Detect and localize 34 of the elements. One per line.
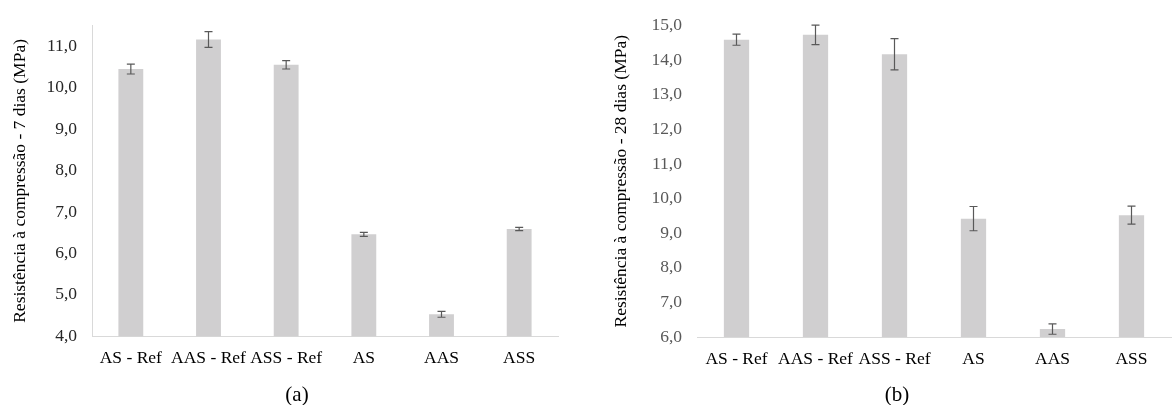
x-tick-label: AAS xyxy=(423,347,460,368)
x-tick-label: AS - Ref xyxy=(705,348,768,369)
y-tick-label: 5,0 xyxy=(55,283,78,304)
y-tick-label: 7,0 xyxy=(55,200,78,221)
y-tick-label: 13,0 xyxy=(651,83,683,104)
y-tick-label: 9,0 xyxy=(55,117,78,138)
x-tick-label: AAS - Ref xyxy=(778,348,854,369)
y-tick-label: 9,0 xyxy=(660,221,683,242)
text: (b) xyxy=(883,382,911,405)
x-tick-label: ASS xyxy=(1115,348,1148,369)
y-tick-label: 11,0 xyxy=(652,152,683,173)
y-tick-label: 6,0 xyxy=(55,242,78,263)
y-tick-label: 6,0 xyxy=(660,325,683,346)
y-tick-label: 11,0 xyxy=(47,34,78,55)
x-tick-label: ASS - Ref xyxy=(250,347,323,368)
y-tick-label: 8,0 xyxy=(660,256,683,277)
y-tick-label: 7,0 xyxy=(660,290,683,311)
y-tick-label: 10,0 xyxy=(46,76,78,97)
text: (a) xyxy=(284,382,310,405)
y-tick-label: 10,0 xyxy=(651,187,683,208)
x-tick-label: AS xyxy=(962,348,985,369)
y-tick-label: 15,0 xyxy=(651,14,683,35)
x-tick-label: ASS - Ref xyxy=(858,348,931,369)
y-tick-label: 12,0 xyxy=(651,117,683,138)
x-tick-label: AAS - Ref xyxy=(171,347,247,368)
y-tick-label: 4,0 xyxy=(55,324,78,345)
x-tick-label: AS xyxy=(352,347,376,368)
x-tick-label: ASS xyxy=(503,347,536,368)
y-tick-label: 14,0 xyxy=(651,48,683,69)
x-tick-label: AAS xyxy=(1034,348,1071,369)
y-axis-title: Resistência à compressão - 7 dias (MPa) xyxy=(9,38,30,323)
x-tick-label: AS - Ref xyxy=(99,347,163,368)
y-axis-title: Resistência à compressão - 28 dias (MPa) xyxy=(610,34,631,328)
y-tick-label: 8,0 xyxy=(55,159,78,180)
